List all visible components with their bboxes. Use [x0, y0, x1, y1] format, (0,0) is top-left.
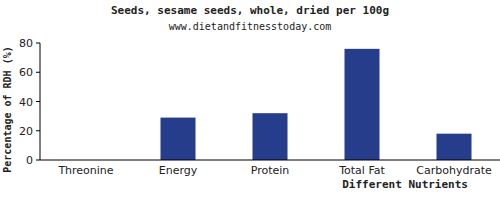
bar [253, 113, 288, 160]
title: Seeds, sesame seeds, whole, dried per 10… [111, 4, 389, 17]
x-tick-label: Total Fat [338, 164, 385, 177]
x-axis-label: Different Nutrients [342, 178, 468, 191]
y-tick-label: 40 [19, 96, 33, 109]
y-axis-label: Percentage of RDH (%) [2, 46, 13, 172]
bar [345, 49, 380, 160]
y-tick [36, 160, 40, 161]
x-axis [40, 160, 500, 161]
y-tick-label: 80 [19, 37, 33, 50]
x-tick-label: Protein [251, 164, 290, 177]
y-tick-label: 0 [26, 154, 33, 167]
bars [161, 49, 472, 160]
x-tick-label: Energy [159, 164, 198, 177]
y-tick [36, 43, 40, 44]
y-tick [36, 72, 40, 73]
y-axis [40, 43, 41, 160]
y-tick [36, 101, 40, 102]
x-tick-label: Threonine [57, 164, 113, 177]
y-tick-label: 20 [19, 125, 33, 138]
y-tick-label: 60 [19, 66, 33, 79]
chart-container: Seeds, sesame seeds, whole, dried per 10… [0, 0, 500, 200]
chart-svg: Seeds, sesame seeds, whole, dried per 10… [0, 0, 500, 200]
subtitle: www.dietandfitnesstoday.com [169, 21, 332, 32]
y-tick [36, 130, 40, 131]
bar [437, 134, 472, 160]
bar [161, 118, 196, 160]
x-tick-label: Carbohydrate [416, 164, 492, 177]
